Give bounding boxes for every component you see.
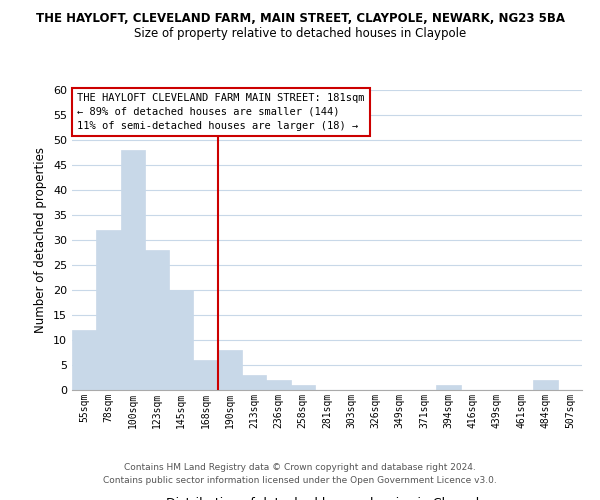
Text: Size of property relative to detached houses in Claypole: Size of property relative to detached ho… <box>134 28 466 40</box>
Bar <box>290 385 315 390</box>
Bar <box>96 230 121 390</box>
Bar <box>193 360 218 390</box>
Bar <box>121 150 145 390</box>
Bar <box>242 375 266 390</box>
Text: THE HAYLOFT, CLEVELAND FARM, MAIN STREET, CLAYPOLE, NEWARK, NG23 5BA: THE HAYLOFT, CLEVELAND FARM, MAIN STREET… <box>35 12 565 26</box>
Text: Contains HM Land Registry data © Crown copyright and database right 2024.
Contai: Contains HM Land Registry data © Crown c… <box>103 463 497 485</box>
Bar <box>436 385 461 390</box>
Bar <box>72 330 96 390</box>
Bar <box>533 380 558 390</box>
Bar <box>218 350 242 390</box>
Bar <box>169 290 193 390</box>
Bar <box>145 250 169 390</box>
Y-axis label: Number of detached properties: Number of detached properties <box>34 147 47 333</box>
Bar <box>266 380 290 390</box>
X-axis label: Distribution of detached houses by size in Claypole: Distribution of detached houses by size … <box>167 498 487 500</box>
Text: THE HAYLOFT CLEVELAND FARM MAIN STREET: 181sqm
← 89% of detached houses are smal: THE HAYLOFT CLEVELAND FARM MAIN STREET: … <box>77 93 365 131</box>
